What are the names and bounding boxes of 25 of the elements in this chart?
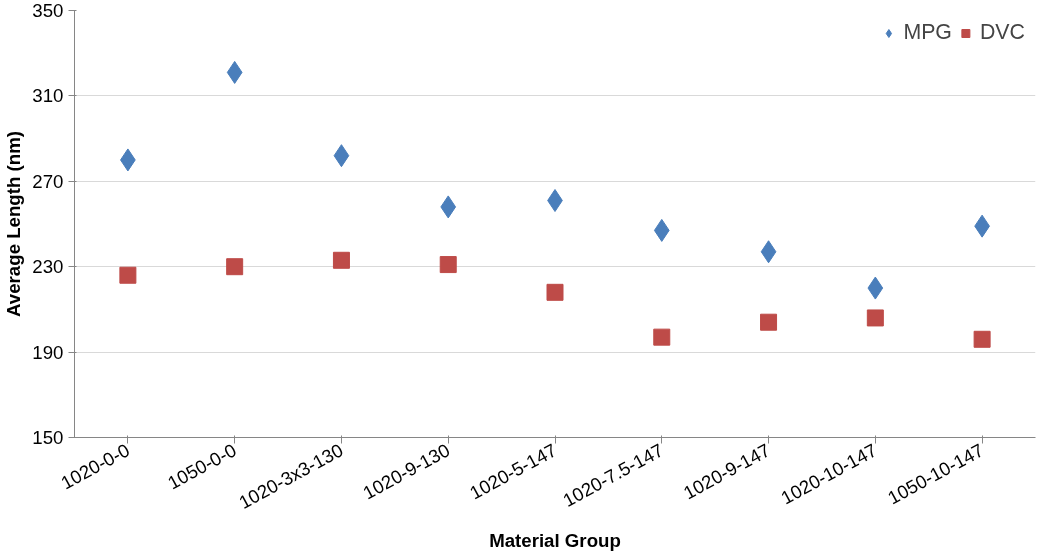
point <box>333 144 350 168</box>
y-tick-label: 310 <box>32 85 64 107</box>
point <box>546 283 564 301</box>
y-tick-label: 190 <box>32 341 64 363</box>
legend-label: DVC <box>979 20 1025 45</box>
point <box>760 240 777 264</box>
x-axis-title: Material Group <box>489 530 621 552</box>
y-tick-label: 230 <box>32 256 64 278</box>
point <box>226 60 243 84</box>
point <box>439 256 457 274</box>
point <box>867 276 884 300</box>
point <box>119 266 137 284</box>
point <box>440 195 457 219</box>
point <box>332 251 350 269</box>
y-axis-title: Average Length (nm) <box>3 131 25 317</box>
point <box>973 330 991 348</box>
y-tick-label: 270 <box>32 170 64 192</box>
point <box>653 218 670 242</box>
legend-label: MPG <box>903 20 952 45</box>
point <box>653 328 671 346</box>
point <box>866 309 884 327</box>
point <box>226 258 244 276</box>
y-tick-label: 150 <box>32 427 64 448</box>
point <box>760 313 778 331</box>
y-tick-label: 350 <box>32 0 64 21</box>
